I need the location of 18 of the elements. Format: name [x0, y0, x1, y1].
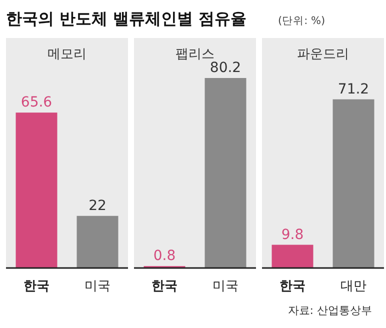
- x-tick-label: 대만: [340, 279, 366, 294]
- data-label: 80.2: [210, 60, 242, 76]
- data-label: 0.8: [153, 248, 176, 264]
- data-label: 65.6: [20, 94, 52, 111]
- chart-title: 파운드리: [297, 47, 349, 62]
- x-tick-label: 미국: [84, 279, 110, 294]
- x-tick-label: 한국: [24, 279, 50, 294]
- data-label: 22: [88, 198, 106, 214]
- x-tick-label: 미국: [212, 279, 238, 294]
- text: 자료: 산업통상부: [288, 304, 372, 317]
- chart-title: 메모리: [48, 47, 86, 62]
- text: 한국의 반도체 밸류체인별 점유율: [6, 9, 247, 28]
- data-label: 9.8: [281, 226, 304, 243]
- x-tick-label: 한국: [152, 279, 178, 294]
- chart-title: 팹리스: [176, 47, 214, 62]
- x-tick-label: 한국: [280, 279, 306, 294]
- data-label: 71.2: [338, 81, 370, 98]
- text: (단위: %): [278, 15, 326, 27]
